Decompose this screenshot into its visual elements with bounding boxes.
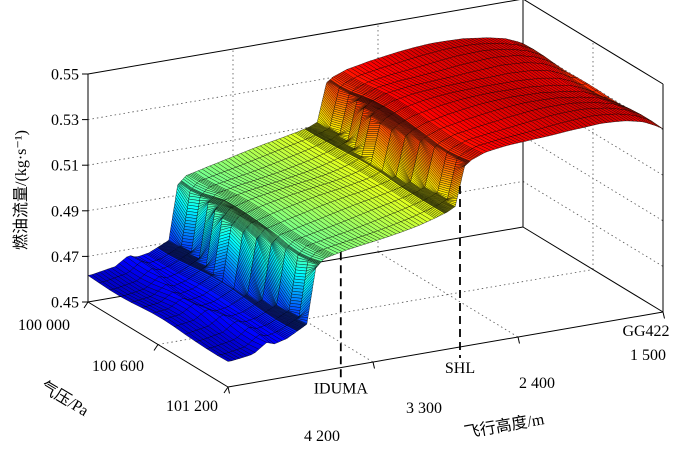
z-tick-label: 0.53 xyxy=(51,112,79,129)
z-tick-label: 0.55 xyxy=(51,67,79,84)
waypoint-label-GG422: GG422 xyxy=(622,323,669,340)
z-tick-label: 0.49 xyxy=(51,203,79,220)
z-tick-label: 0.47 xyxy=(51,249,79,266)
altitude-tick-label: 2 400 xyxy=(519,375,555,392)
surface-mesh xyxy=(87,37,664,362)
pressure-tick-label: 100 600 xyxy=(92,358,144,375)
z-tick-label: 0.51 xyxy=(51,158,79,175)
waypoint-lines xyxy=(339,186,461,379)
pressure-tick-label: 101 200 xyxy=(166,398,218,415)
altitude-tick-label: 1 500 xyxy=(630,347,666,364)
axis-box-front xyxy=(87,74,664,388)
altitude-tick-label: 4 200 xyxy=(304,428,340,445)
waypoint-label-IDUMA: IDUMA xyxy=(314,381,369,398)
z-tick-label: 0.45 xyxy=(51,295,79,312)
waypoint-label-SHL: SHL xyxy=(445,360,475,377)
axis-ticks xyxy=(82,73,665,394)
pressure-tick-label: 100 000 xyxy=(18,317,70,334)
z-axis-title: 燃油流量/(kg·s⁻¹) xyxy=(12,130,30,250)
altitude-tick-label: 3 300 xyxy=(406,400,442,417)
